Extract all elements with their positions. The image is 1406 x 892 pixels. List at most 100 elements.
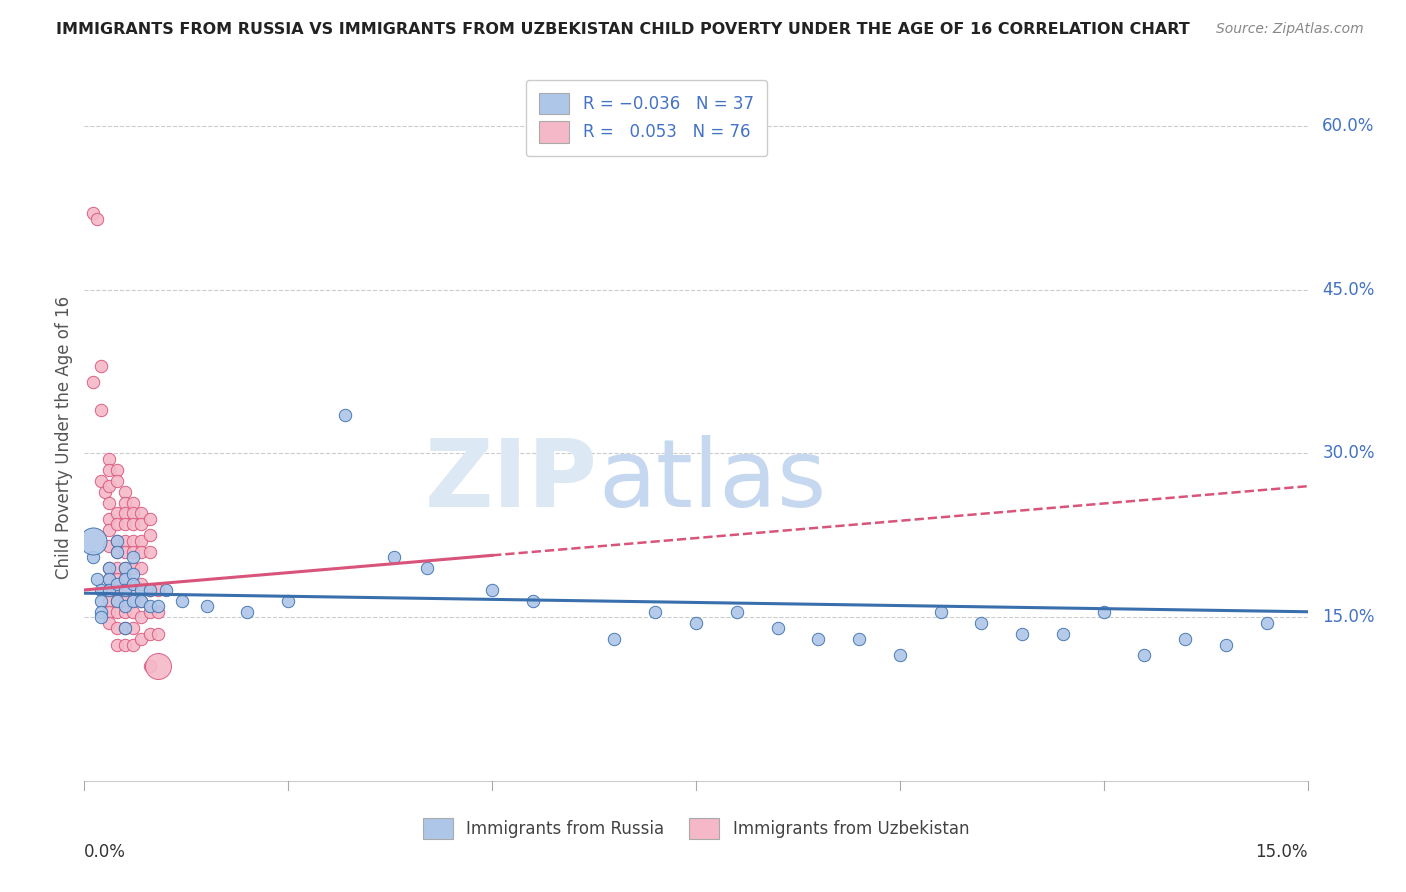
Point (122, 545, 145, 559)
Point (114, 484, 136, 499)
Point (97, 572, 120, 586)
Point (138, 545, 160, 559)
Point (105, 463, 128, 477)
Point (277, 594, 299, 608)
Point (90, 474, 112, 488)
Point (90, 610, 112, 624)
Point (131, 577, 153, 591)
Point (138, 599, 160, 614)
Point (93, 484, 115, 499)
Text: 30.0%: 30.0% (1322, 444, 1375, 462)
Point (122, 577, 145, 591)
Point (146, 582, 169, 597)
Point (105, 507, 128, 521)
Point (114, 495, 136, 509)
Point (114, 638, 136, 652)
Point (105, 545, 128, 559)
Point (138, 512, 160, 526)
Point (97, 451, 120, 466)
Point (105, 605, 128, 619)
Point (105, 474, 128, 488)
Point (114, 561, 136, 575)
Text: 15.0%: 15.0% (1256, 843, 1308, 861)
Point (105, 533, 128, 548)
Point (114, 572, 136, 586)
Point (1133, 648, 1156, 663)
Point (172, 594, 194, 608)
Point (82, 376, 104, 390)
Point (105, 582, 128, 597)
Point (131, 594, 153, 608)
Point (1052, 626, 1074, 640)
Point (90, 402, 112, 417)
Point (122, 577, 145, 591)
Text: ZIP: ZIP (425, 435, 598, 527)
Point (114, 517, 136, 532)
Point (131, 632, 153, 646)
Point (105, 517, 128, 532)
Point (131, 517, 153, 532)
Point (122, 594, 145, 608)
Point (766, 621, 789, 635)
Point (122, 517, 145, 532)
Point (114, 572, 136, 586)
Point (105, 594, 128, 608)
Point (97, 561, 120, 575)
Point (105, 638, 128, 652)
Point (122, 638, 145, 652)
Point (97, 539, 120, 553)
Point (889, 648, 911, 663)
Point (86, 572, 108, 586)
Point (122, 605, 145, 619)
Text: 0.0%: 0.0% (84, 843, 127, 861)
Point (725, 605, 748, 619)
Point (122, 507, 145, 521)
Point (114, 582, 136, 597)
Point (105, 577, 128, 591)
Point (114, 533, 136, 548)
Point (138, 605, 160, 619)
Point (97, 512, 120, 526)
Point (105, 533, 128, 548)
Point (97, 605, 120, 619)
Point (138, 528, 160, 542)
Point (603, 632, 626, 646)
Point (644, 605, 666, 619)
Point (97, 523, 120, 537)
Text: 60.0%: 60.0% (1322, 117, 1375, 135)
Point (114, 594, 136, 608)
Point (97, 561, 120, 575)
Point (146, 605, 169, 619)
Point (114, 582, 136, 597)
Point (114, 605, 136, 619)
Point (114, 545, 136, 559)
Point (86, 211, 108, 226)
Point (848, 632, 870, 646)
Point (97, 463, 120, 477)
Point (929, 605, 952, 619)
Point (114, 621, 136, 635)
Point (114, 621, 136, 635)
Point (105, 594, 128, 608)
Point (114, 507, 136, 521)
Point (105, 561, 128, 575)
Point (97, 572, 120, 586)
Y-axis label: Child Poverty Under the Age of 16: Child Poverty Under the Age of 16 (55, 295, 73, 579)
Point (122, 621, 145, 635)
Point (138, 582, 160, 597)
Point (131, 582, 153, 597)
Point (155, 582, 177, 597)
Point (146, 659, 169, 673)
Legend: Immigrants from Russia, Immigrants from Uzbekistan: Immigrants from Russia, Immigrants from … (416, 811, 976, 846)
Point (138, 582, 160, 597)
Point (1092, 605, 1115, 619)
Point (90, 594, 112, 608)
Text: Source: ZipAtlas.com: Source: ZipAtlas.com (1216, 22, 1364, 37)
Point (1215, 638, 1237, 652)
Point (97, 615, 120, 630)
Point (90, 605, 112, 619)
Point (82, 533, 104, 548)
Point (195, 599, 218, 614)
Point (131, 533, 153, 548)
Point (122, 533, 145, 548)
